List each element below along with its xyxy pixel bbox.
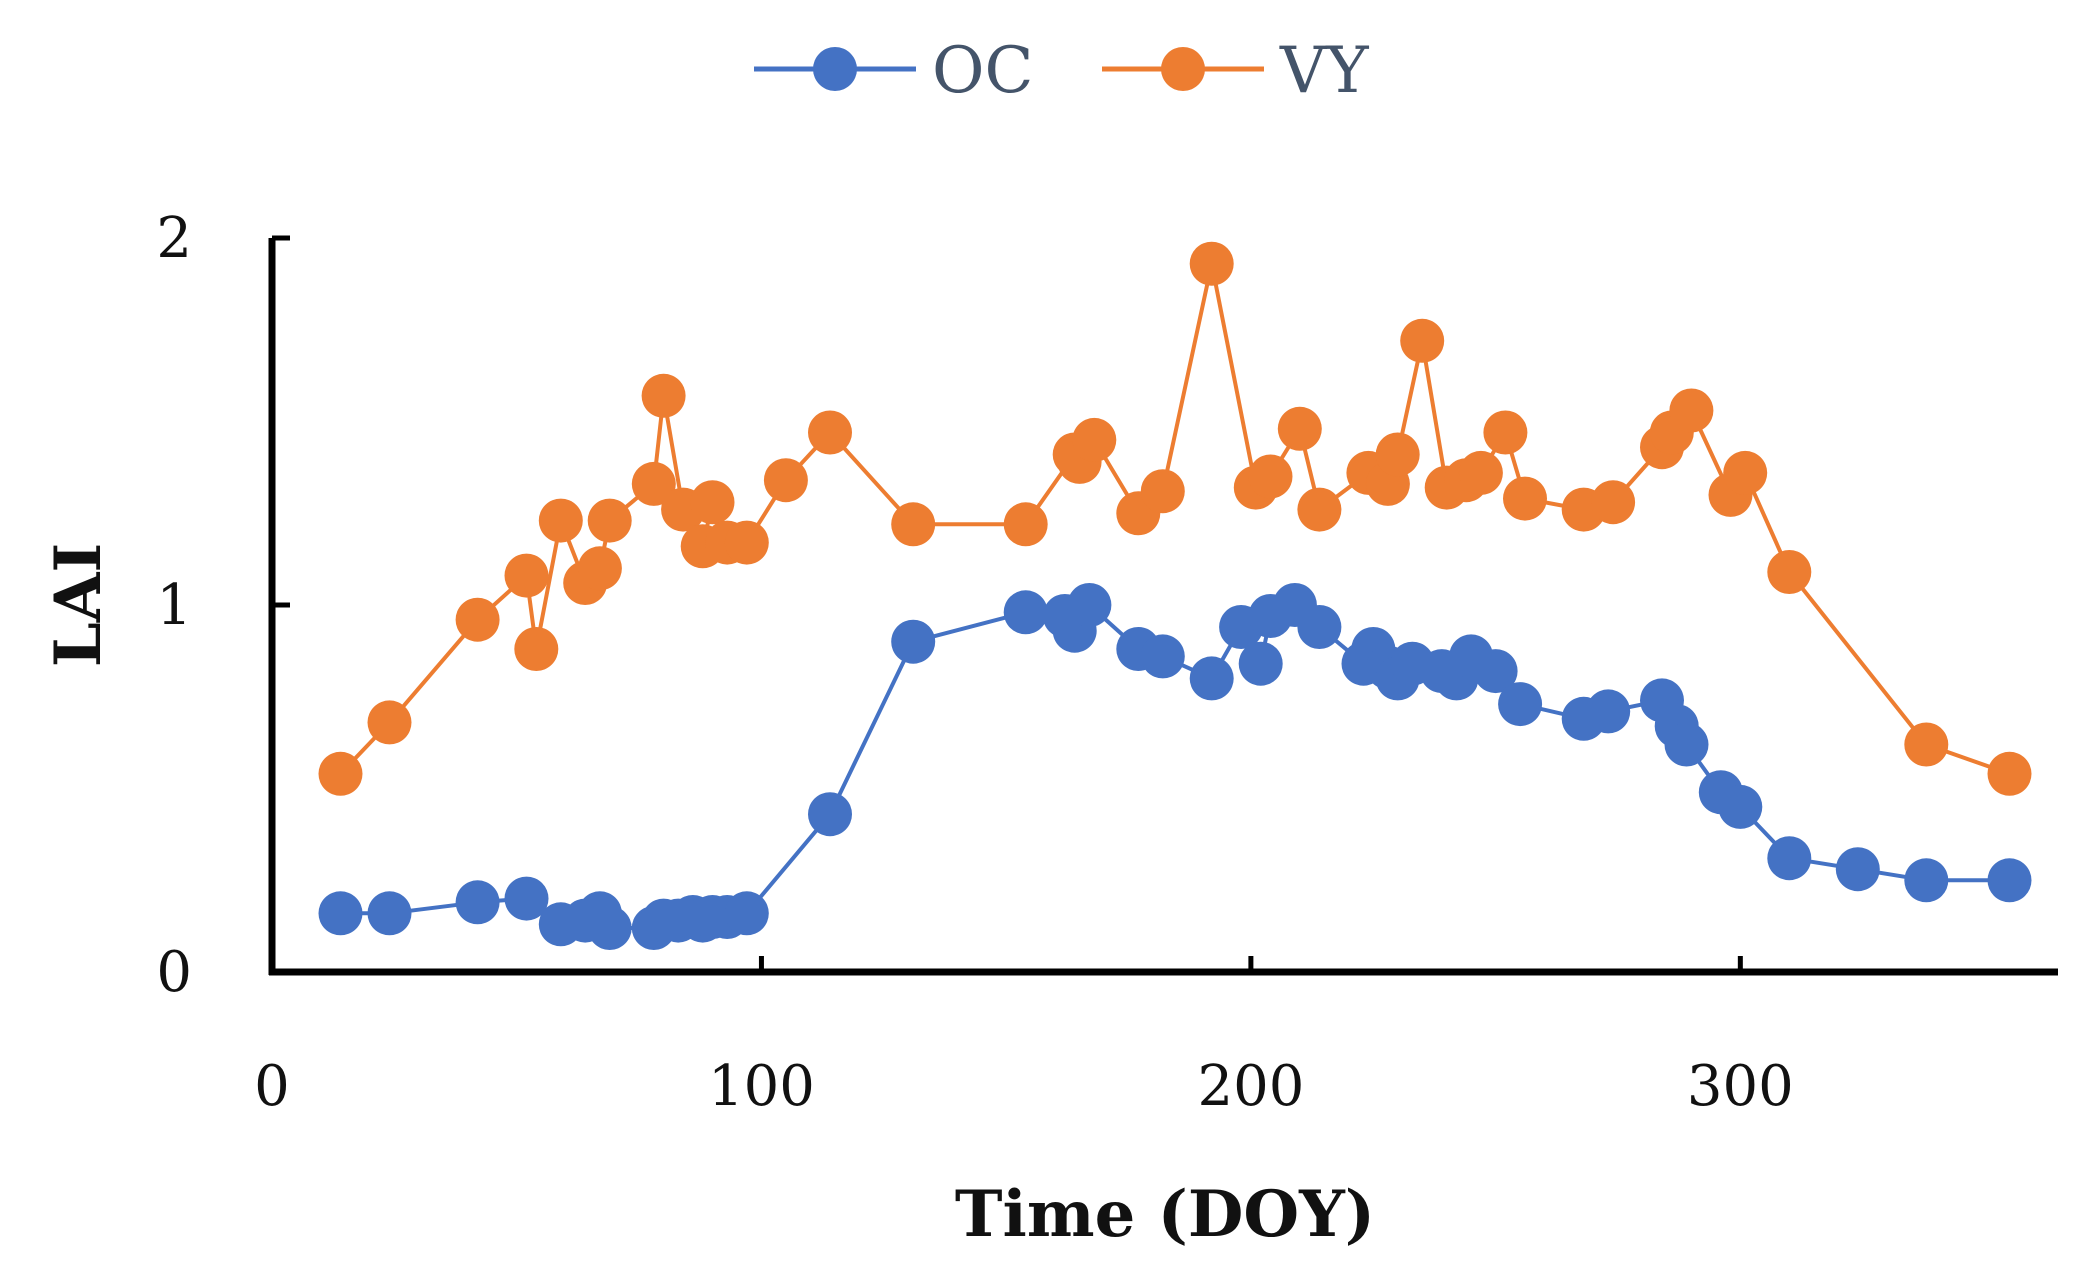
x-tick-label: 200 (1197, 1054, 1304, 1119)
y-tick-label: 2 (156, 206, 192, 271)
data-point-oc (587, 906, 632, 950)
data-point-vy (1400, 318, 1445, 363)
data-point-oc (1297, 605, 1342, 649)
data-point-vy (538, 498, 583, 543)
series-oc (318, 583, 2032, 950)
data-point-vy (1375, 432, 1420, 477)
data-point-vy (577, 546, 622, 591)
data-point-vy (1072, 417, 1117, 462)
data-point-vy (891, 502, 936, 547)
data-point-vy (1904, 722, 1949, 767)
data-point-vy (1483, 410, 1528, 455)
data-point-vy (514, 627, 559, 671)
data-point-oc (1189, 656, 1234, 701)
y-tick-label: 1 (156, 573, 192, 638)
data-point-vy (1723, 450, 1768, 495)
data-point-vy (1458, 450, 1503, 495)
data-point-vy (631, 461, 676, 506)
data-point-oc (1664, 722, 1709, 767)
data-point-oc (1003, 590, 1048, 635)
data-point-vy (1591, 480, 1636, 525)
data-point-oc (1498, 682, 1543, 727)
data-point-vy (1277, 406, 1322, 451)
legend-item-oc: OC (754, 34, 1033, 108)
data-point-oc (1987, 858, 2032, 903)
data-point-vy (1767, 550, 1812, 594)
data-point-oc (1718, 784, 1763, 829)
data-point-oc (1238, 641, 1283, 686)
data-point-vy (808, 410, 852, 455)
data-point-vy (1503, 476, 1547, 521)
data-point-oc (504, 876, 549, 921)
data-point-vy (455, 597, 500, 642)
data-point-vy (1297, 487, 1342, 532)
data-point-oc (891, 619, 936, 664)
y-axis-title: LAI (41, 543, 116, 668)
data-point-vy (690, 480, 735, 525)
data-point-vy (587, 498, 632, 543)
data-point-vy (1140, 469, 1185, 514)
data-point-vy (367, 700, 412, 745)
series-layer (318, 241, 2032, 950)
legend-item-vy: VY (1102, 34, 1369, 108)
legend-marker-vy (1161, 47, 1205, 91)
data-point-vy (763, 458, 808, 503)
data-point-oc (1067, 583, 1112, 627)
data-point-vy (318, 751, 363, 796)
data-point-oc (1904, 858, 1949, 903)
x-tick-label: 300 (1687, 1054, 1794, 1119)
data-point-oc (808, 792, 852, 837)
data-point-oc (1473, 649, 1518, 694)
data-point-oc (1835, 847, 1880, 892)
legend-label-vy: VY (1279, 34, 1369, 108)
data-point-vy (1987, 751, 2032, 796)
data-point-vy (504, 553, 549, 598)
data-point-vy (1248, 454, 1293, 499)
x-tick-label: 100 (708, 1054, 815, 1119)
data-point-oc (455, 880, 500, 925)
data-point-vy (724, 520, 769, 565)
series-vy (318, 241, 2032, 796)
x-axis-title: Time (DOY) (955, 1177, 1375, 1252)
data-point-oc (367, 891, 412, 936)
data-point-vy (1189, 241, 1234, 286)
data-point-oc (1140, 634, 1185, 679)
legend-label-oc: OC (932, 34, 1033, 108)
legend: OC VY (754, 34, 1369, 108)
data-point-oc (318, 891, 363, 936)
data-point-vy (1669, 388, 1714, 433)
ticks: 0 100 200 300 0 1 2 (156, 206, 1793, 1119)
data-point-vy (641, 373, 686, 418)
data-point-oc (1767, 836, 1812, 881)
data-point-oc (1586, 689, 1631, 734)
data-point-oc (724, 891, 769, 936)
x-tick-label: 0 (254, 1054, 290, 1119)
y-tick-label: 0 (156, 940, 192, 1005)
data-point-vy (1003, 502, 1048, 547)
legend-marker-oc (813, 47, 857, 91)
